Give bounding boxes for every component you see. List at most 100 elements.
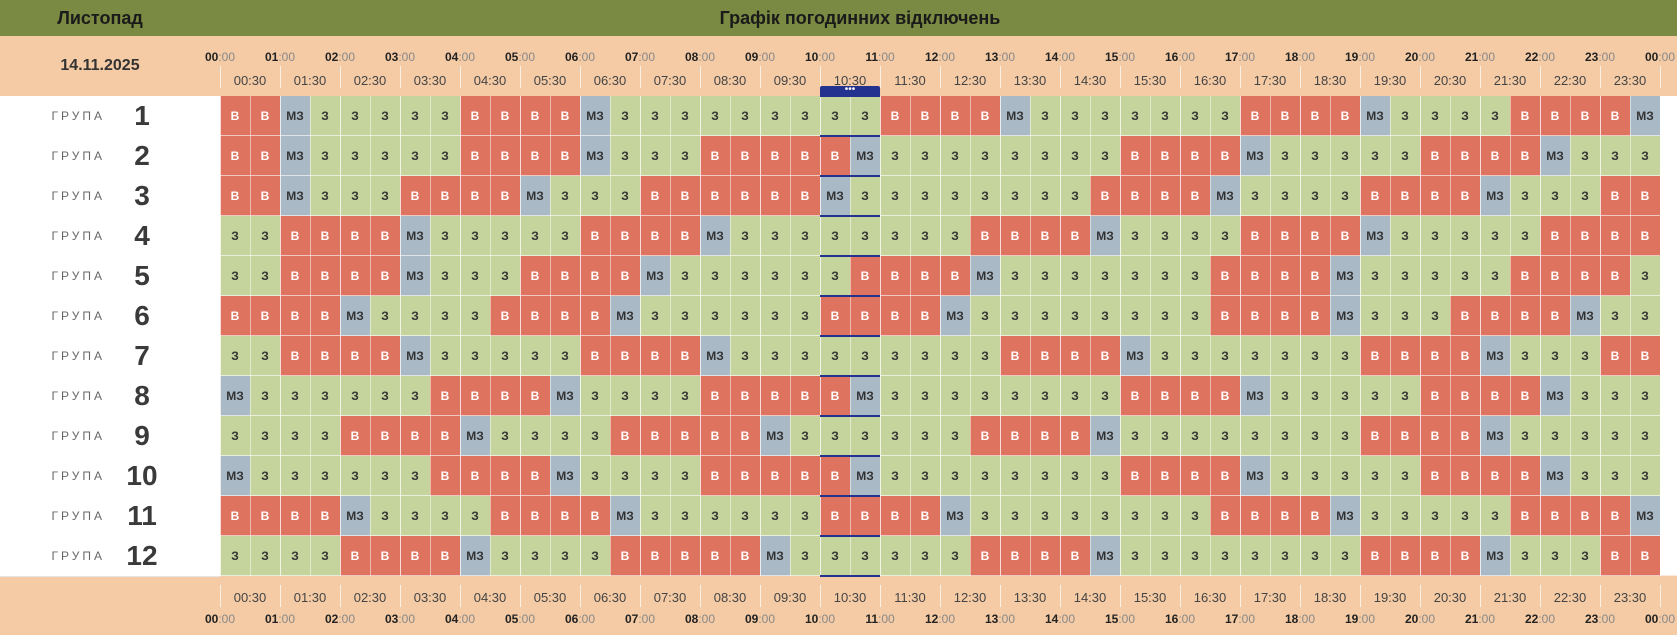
schedule-slot[interactable]: В (1510, 256, 1540, 296)
schedule-slot[interactable]: З (1240, 336, 1270, 376)
schedule-slot[interactable]: В (220, 176, 250, 216)
schedule-slot[interactable]: З (880, 456, 910, 496)
schedule-slot[interactable]: В (370, 256, 400, 296)
group-label[interactable]: ГРУПА 1 (0, 96, 220, 137)
schedule-slot[interactable]: МЗ (700, 216, 730, 256)
schedule-slot[interactable]: В (520, 256, 550, 296)
schedule-slot[interactable]: З (1090, 376, 1120, 416)
schedule-slot[interactable]: В (700, 376, 730, 416)
schedule-slot[interactable]: В (1030, 416, 1060, 456)
schedule-slot[interactable]: В (1330, 216, 1360, 256)
schedule-slot[interactable]: В (1300, 216, 1330, 256)
schedule-slot[interactable]: З (1150, 336, 1180, 376)
schedule-slot[interactable]: З (760, 96, 790, 136)
schedule-slot[interactable]: МЗ (610, 296, 640, 336)
schedule-slot[interactable]: З (1090, 96, 1120, 136)
schedule-slot[interactable]: В (1000, 536, 1030, 576)
schedule-slot[interactable]: В (610, 416, 640, 456)
schedule-slot[interactable]: В (670, 336, 700, 376)
schedule-slot[interactable]: З (1450, 496, 1480, 536)
schedule-slot[interactable]: В (1390, 536, 1420, 576)
schedule-slot[interactable]: З (340, 96, 370, 136)
schedule-slot[interactable]: З (1570, 416, 1600, 456)
schedule-slot[interactable]: В (730, 376, 760, 416)
schedule-slot[interactable]: З (1120, 416, 1150, 456)
schedule-slot[interactable]: В (460, 96, 490, 136)
schedule-slot[interactable]: З (1030, 136, 1060, 176)
schedule-slot[interactable]: З (1030, 96, 1060, 136)
schedule-slot[interactable]: В (970, 96, 1000, 136)
schedule-slot[interactable]: В (670, 536, 700, 576)
schedule-slot[interactable]: В (940, 256, 970, 296)
schedule-slot[interactable]: В (1540, 216, 1570, 256)
schedule-slot[interactable]: В (430, 376, 460, 416)
schedule-slot[interactable]: З (670, 296, 700, 336)
schedule-slot[interactable]: З (220, 416, 250, 456)
schedule-slot[interactable]: В (490, 136, 520, 176)
schedule-slot[interactable]: МЗ (940, 496, 970, 536)
schedule-slot[interactable]: З (1360, 296, 1390, 336)
schedule-slot[interactable]: З (400, 456, 430, 496)
schedule-slot[interactable]: В (1300, 96, 1330, 136)
schedule-slot[interactable]: МЗ (550, 376, 580, 416)
schedule-slot[interactable]: З (1030, 176, 1060, 216)
schedule-slot[interactable]: З (400, 96, 430, 136)
schedule-slot[interactable]: З (1270, 336, 1300, 376)
schedule-slot[interactable]: МЗ (280, 136, 310, 176)
schedule-slot[interactable]: В (430, 456, 460, 496)
schedule-slot[interactable]: В (1030, 336, 1060, 376)
schedule-slot[interactable]: В (1240, 256, 1270, 296)
schedule-slot[interactable]: В (550, 96, 580, 136)
schedule-slot[interactable]: З (220, 336, 250, 376)
schedule-slot[interactable]: З (1600, 296, 1630, 336)
schedule-slot[interactable]: В (580, 496, 610, 536)
schedule-slot[interactable]: З (1420, 96, 1450, 136)
schedule-slot[interactable]: З (370, 296, 400, 336)
schedule-slot[interactable]: В (1300, 496, 1330, 536)
schedule-slot[interactable]: В (880, 296, 910, 336)
schedule-slot[interactable]: З (580, 376, 610, 416)
schedule-slot[interactable]: В (1540, 296, 1570, 336)
schedule-slot[interactable]: В (1450, 456, 1480, 496)
schedule-slot[interactable]: З (910, 376, 940, 416)
schedule-slot[interactable]: З (1000, 376, 1030, 416)
schedule-slot[interactable]: В (670, 416, 700, 456)
schedule-slot[interactable]: З (850, 536, 880, 576)
schedule-slot[interactable]: З (760, 336, 790, 376)
schedule-slot[interactable]: В (1390, 176, 1420, 216)
schedule-slot[interactable]: В (1510, 376, 1540, 416)
schedule-slot[interactable]: В (1150, 136, 1180, 176)
schedule-slot[interactable]: З (1240, 536, 1270, 576)
schedule-slot[interactable]: З (1000, 256, 1030, 296)
schedule-slot[interactable]: В (520, 456, 550, 496)
schedule-slot[interactable]: В (700, 136, 730, 176)
schedule-slot[interactable]: МЗ (1090, 216, 1120, 256)
schedule-slot[interactable]: З (1060, 256, 1090, 296)
schedule-slot[interactable]: З (910, 336, 940, 376)
schedule-slot[interactable]: З (670, 256, 700, 296)
schedule-slot[interactable]: З (1270, 536, 1300, 576)
schedule-slot[interactable]: В (1270, 216, 1300, 256)
schedule-slot[interactable]: З (460, 496, 490, 536)
schedule-slot[interactable]: МЗ (970, 256, 1000, 296)
schedule-slot[interactable]: З (850, 96, 880, 136)
schedule-slot[interactable]: МЗ (1360, 216, 1390, 256)
schedule-slot[interactable]: В (1600, 216, 1630, 256)
schedule-slot[interactable]: З (1210, 336, 1240, 376)
schedule-slot[interactable]: З (940, 176, 970, 216)
schedule-slot[interactable]: МЗ (1480, 416, 1510, 456)
schedule-slot[interactable]: З (1630, 376, 1660, 416)
schedule-slot[interactable]: В (430, 536, 460, 576)
schedule-slot[interactable]: В (1450, 416, 1480, 456)
schedule-slot[interactable]: МЗ (280, 96, 310, 136)
schedule-slot[interactable]: З (370, 496, 400, 536)
schedule-slot[interactable]: З (1060, 136, 1090, 176)
schedule-slot[interactable]: З (640, 296, 670, 336)
schedule-slot[interactable]: З (1060, 496, 1090, 536)
schedule-slot[interactable]: З (790, 416, 820, 456)
schedule-slot[interactable]: З (460, 336, 490, 376)
schedule-slot[interactable]: З (340, 136, 370, 176)
schedule-slot[interactable]: В (1060, 416, 1090, 456)
schedule-slot[interactable]: В (550, 256, 580, 296)
schedule-slot[interactable]: З (1360, 456, 1390, 496)
